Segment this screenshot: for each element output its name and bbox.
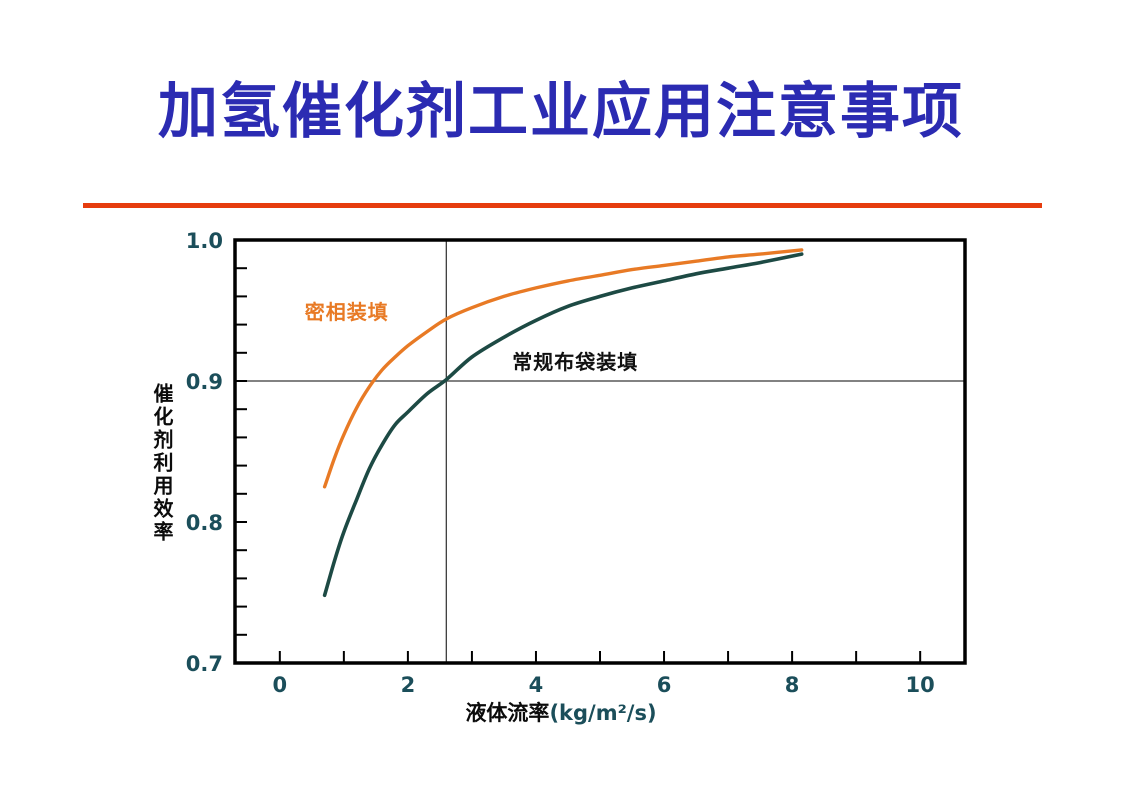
x-tick-label: 4 [529, 673, 544, 697]
y-tick-label: 0.7 [186, 652, 223, 676]
x-axis-title: 液体流率(kg/m²/s) [0, 697, 1122, 727]
series-label-conventional: 常规布袋装填 [512, 350, 639, 375]
y-tick-label: 0.9 [186, 370, 223, 394]
plot-border [233, 238, 967, 665]
curve-conventional-sock-loading [322, 252, 804, 598]
x-axis-title-cn: 液体流率 [465, 701, 550, 725]
page-title: 加氢催化剂工业应用注意事项 [158, 77, 964, 147]
series-label-dense: 密相装填 [304, 299, 389, 324]
x-tick-label: 6 [657, 673, 672, 697]
x-axis-title-unit: (kg/m²/s) [549, 701, 657, 725]
y-tick-label: 0.8 [186, 511, 223, 535]
x-tick-label: 8 [785, 673, 800, 697]
curve-dense-loading [322, 248, 804, 489]
y-tick-label: 1.0 [186, 229, 223, 253]
x-tick-label: 2 [401, 673, 416, 697]
x-tick-label: 0 [273, 673, 288, 697]
x-tick-label: 10 [906, 673, 935, 697]
title-divider-line [83, 203, 1042, 208]
y-axis-title: 催化剂利用效率 [150, 383, 174, 544]
